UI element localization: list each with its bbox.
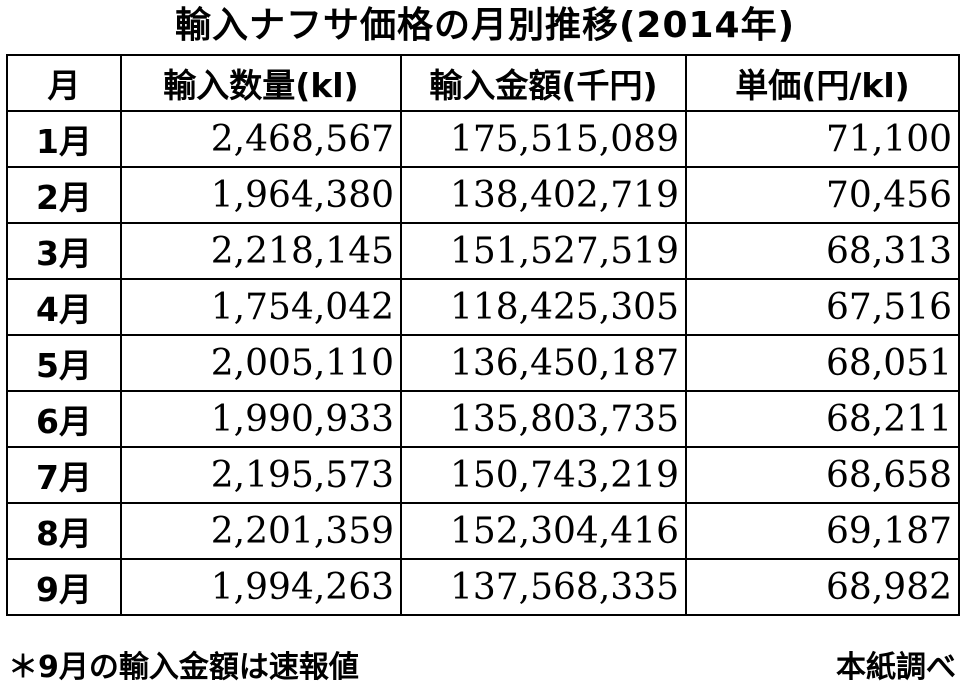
cell-month: 6月 <box>6 390 122 448</box>
source-note: 本紙調べ <box>836 650 956 685</box>
table-row: 8月 2,201,359 152,304,416 69,187 <box>6 502 960 560</box>
cell-amount: 175,515,089 <box>400 110 687 168</box>
cell-amount: 150,743,219 <box>400 446 687 504</box>
cell-unit-price: 68,313 <box>685 222 960 280</box>
cell-amount: 152,304,416 <box>400 502 687 560</box>
table-row: 7月 2,195,573 150,743,219 68,658 <box>6 446 960 504</box>
cell-volume: 2,218,145 <box>120 222 402 280</box>
cell-volume: 1,990,933 <box>120 390 402 448</box>
cell-unit-price: 68,211 <box>685 390 960 448</box>
cell-volume: 1,964,380 <box>120 166 402 224</box>
cell-volume: 1,754,042 <box>120 278 402 336</box>
cell-amount: 138,402,719 <box>400 166 687 224</box>
cell-month: 9月 <box>6 558 122 616</box>
cell-unit-price: 71,100 <box>685 110 960 168</box>
cell-month: 3月 <box>6 222 122 280</box>
cell-unit-price: 67,516 <box>685 278 960 336</box>
cell-volume: 1,994,263 <box>120 558 402 616</box>
cell-unit-price: 69,187 <box>685 502 960 560</box>
table-row: 6月 1,990,933 135,803,735 68,211 <box>6 390 960 448</box>
cell-volume: 2,468,567 <box>120 110 402 168</box>
cell-amount: 151,527,519 <box>400 222 687 280</box>
header-import-volume: 輸入数量(kl) <box>120 54 402 112</box>
cell-month: 2月 <box>6 166 122 224</box>
naphtha-import-table: 月 輸入数量(kl) 輸入金額(千円) 単価(円/kl) 1月 2,468,56… <box>6 54 960 616</box>
cell-month: 8月 <box>6 502 122 560</box>
footnote: ＊9月の輸入金額は速報値 <box>8 650 359 685</box>
cell-month: 1月 <box>6 110 122 168</box>
table-row: 9月 1,994,263 137,568,335 68,982 <box>6 558 960 616</box>
cell-month: 7月 <box>6 446 122 504</box>
table-row: 4月 1,754,042 118,425,305 67,516 <box>6 278 960 336</box>
table-row: 3月 2,218,145 151,527,519 68,313 <box>6 222 960 280</box>
cell-unit-price: 68,051 <box>685 334 960 392</box>
cell-unit-price: 68,658 <box>685 446 960 504</box>
table-row: 2月 1,964,380 138,402,719 70,456 <box>6 166 960 224</box>
cell-volume: 2,201,359 <box>120 502 402 560</box>
cell-volume: 2,005,110 <box>120 334 402 392</box>
table-header-row: 月 輸入数量(kl) 輸入金額(千円) 単価(円/kl) <box>6 54 960 112</box>
header-unit-price: 単価(円/kl) <box>685 54 960 112</box>
cell-amount: 136,450,187 <box>400 334 687 392</box>
header-import-amount: 輸入金額(千円) <box>400 54 687 112</box>
header-month: 月 <box>6 54 122 112</box>
cell-unit-price: 68,982 <box>685 558 960 616</box>
cell-month: 4月 <box>6 278 122 336</box>
cell-month: 5月 <box>6 334 122 392</box>
table-row: 1月 2,468,567 175,515,089 71,100 <box>6 110 960 168</box>
table-title: 輸入ナフサ価格の月別推移(2014年) <box>174 5 796 46</box>
cell-unit-price: 70,456 <box>685 166 960 224</box>
cell-amount: 137,568,335 <box>400 558 687 616</box>
cell-amount: 118,425,305 <box>400 278 687 336</box>
cell-volume: 2,195,573 <box>120 446 402 504</box>
table-row: 5月 2,005,110 136,450,187 68,051 <box>6 334 960 392</box>
cell-amount: 135,803,735 <box>400 390 687 448</box>
